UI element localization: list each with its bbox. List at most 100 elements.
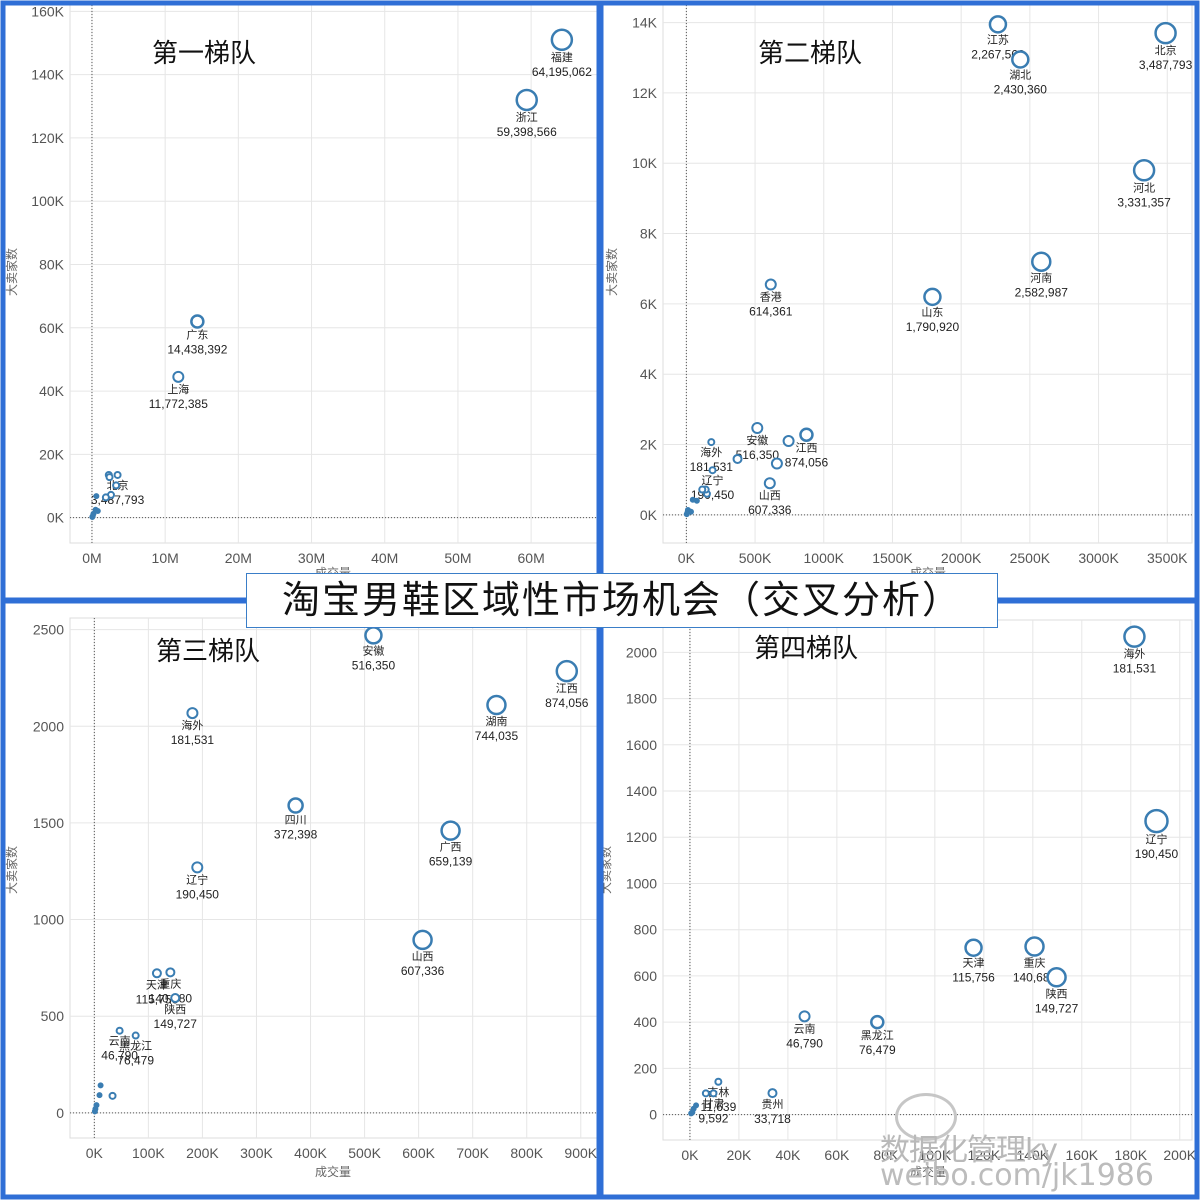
data-point xyxy=(701,1089,710,1098)
y-tick-label: 2K xyxy=(640,437,658,453)
data-point xyxy=(1046,967,1067,988)
point-label-name: 江西 xyxy=(795,442,817,455)
x-tick-label: 160K xyxy=(1065,1147,1098,1163)
y-tick-label: 160K xyxy=(31,3,64,19)
x-tick-label: 30M xyxy=(298,550,325,566)
point-label-name: 辽宁 xyxy=(186,872,208,886)
y-tick-label: 140K xyxy=(31,67,64,83)
watermark-url: weibo.com/jk1986 xyxy=(880,1158,1154,1193)
x-tick-label: 20M xyxy=(225,550,252,566)
y-tick-label: 14K xyxy=(632,15,658,31)
point-label-value: 11,772,385 xyxy=(149,397,208,411)
x-axis-label: 成交量 xyxy=(910,1164,946,1179)
y-tick-label: 10K xyxy=(632,155,658,171)
data-point xyxy=(767,1088,778,1099)
x-tick-label: 300K xyxy=(240,1145,273,1161)
point-label-value: 516,350 xyxy=(352,658,396,672)
data-point xyxy=(486,694,507,716)
point-label-value: 14,438,392 xyxy=(167,342,227,356)
data-point xyxy=(1024,936,1045,957)
data-point xyxy=(709,1089,718,1098)
point-label-name: 辽宁 xyxy=(1145,832,1167,846)
chart-panel-3: 0K 100K 200K 300K 400K 500K 600K 700K 800K 900K 0 5… xyxy=(0,598,602,1200)
chart-panel-1: 0M 10M 20M 30M 40M 50M 60M 0K 20K 40K 60K 80K 100K 12… xyxy=(0,0,602,603)
y-tick-label: 800 xyxy=(634,922,658,938)
data-point xyxy=(190,314,205,329)
point-label-name: 四川 xyxy=(285,814,307,827)
data-point xyxy=(105,473,114,482)
data-point xyxy=(96,1092,103,1099)
point-label-value: 614,361 xyxy=(749,305,793,319)
data-point xyxy=(412,929,433,951)
data-point xyxy=(763,477,776,490)
point-label-value: 2,430,360 xyxy=(994,83,1048,97)
x-tick-label: 0M xyxy=(82,550,101,566)
plot-area xyxy=(69,4,598,544)
y-tick-label: 0K xyxy=(47,510,65,526)
data-point xyxy=(1132,159,1156,182)
data-point xyxy=(91,1108,98,1115)
point-label-name: 浙江 xyxy=(516,111,538,124)
data-point xyxy=(364,626,383,645)
plot-area xyxy=(662,4,1193,544)
x-tick-label: 50M xyxy=(444,550,471,566)
x-tick-label: 800K xyxy=(510,1145,543,1161)
point-label-value: 59,398,566 xyxy=(497,125,557,139)
x-axis-label: 成交量 xyxy=(315,1164,351,1179)
point-label-value: 64,195,062 xyxy=(532,65,592,79)
point-label-value: 149,727 xyxy=(154,1017,198,1031)
point-label-name: 广西 xyxy=(440,841,462,854)
point-label-name: 辽宁 xyxy=(702,473,724,487)
point-label-name: 海外 xyxy=(700,445,722,459)
point-label-name: 北京 xyxy=(1155,43,1177,57)
y-tick-label: 12K xyxy=(632,85,658,101)
y-tick-label: 4K xyxy=(640,366,658,382)
point-label-value: 76,479 xyxy=(117,1054,154,1068)
y-tick-label: 200 xyxy=(634,1060,658,1076)
y-tick-label: 1500 xyxy=(33,815,64,831)
x-tick-label: 200K xyxy=(186,1145,219,1161)
y-tick-label: 1200 xyxy=(626,829,657,845)
point-label-name: 黑龙江 xyxy=(861,1029,894,1042)
y-tick-label: 80K xyxy=(39,257,65,273)
data-point xyxy=(707,438,716,447)
data-point xyxy=(555,659,579,683)
x-tick-label: 400K xyxy=(294,1145,327,1161)
point-label-name: 云南 xyxy=(109,1035,131,1048)
data-point xyxy=(751,422,764,435)
y-tick-label: 1400 xyxy=(626,783,657,799)
x-tick-label: 40K xyxy=(775,1147,801,1163)
data-point xyxy=(708,466,717,475)
data-point xyxy=(191,861,204,874)
chart-title: 第三梯队 xyxy=(156,637,260,667)
point-label-name: 甘肃 xyxy=(702,1097,724,1110)
chart-title: 第四梯队 xyxy=(754,634,858,664)
y-tick-label: 120K xyxy=(31,130,64,146)
point-label-name: 河南 xyxy=(1030,272,1052,285)
point-label-value: 1,790,920 xyxy=(906,320,960,334)
point-label-name: 山西 xyxy=(759,489,781,502)
data-point xyxy=(94,508,101,515)
x-tick-label: 200K xyxy=(1163,1147,1196,1163)
y-tick-label: 2000 xyxy=(626,644,657,660)
data-point xyxy=(964,938,983,957)
point-label-value: 2,582,987 xyxy=(1015,286,1069,300)
point-label-value: 181,531 xyxy=(1113,662,1157,676)
point-label-name: 天津 xyxy=(146,978,168,991)
data-point xyxy=(714,1077,723,1086)
point-label-name: 重庆 xyxy=(1024,956,1046,970)
data-point xyxy=(440,820,461,841)
y-tick-label: 2000 xyxy=(33,718,64,734)
data-point xyxy=(93,493,100,500)
point-label-value: 3,487,793 xyxy=(1139,58,1193,72)
point-label-name: 海外 xyxy=(181,718,203,732)
x-tick-label: 500K xyxy=(348,1145,381,1161)
data-point xyxy=(170,993,181,1004)
point-label-name: 云南 xyxy=(794,1022,816,1035)
data-point xyxy=(764,278,777,291)
point-label-value: 149,727 xyxy=(1035,1001,1079,1015)
chart-title: 第一梯队 xyxy=(152,39,256,69)
chart-title: 第二梯队 xyxy=(758,39,862,69)
x-tick-label: 0K xyxy=(678,550,696,566)
y-tick-label: 0 xyxy=(649,1107,657,1123)
